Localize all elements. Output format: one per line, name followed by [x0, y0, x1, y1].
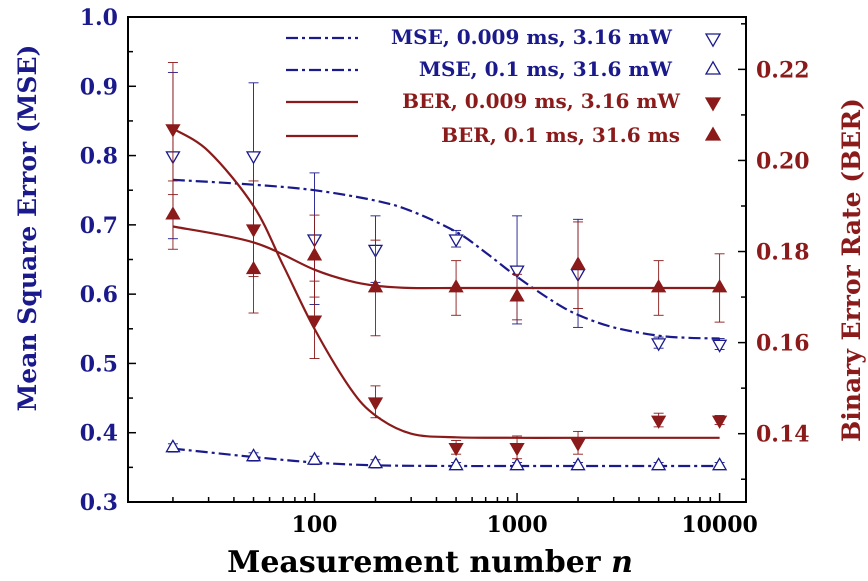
- data-point: [448, 279, 464, 293]
- legend-label: MSE, 0.009 ms, 3.16 mW: [391, 25, 673, 49]
- y-left-tick-label: 0.6: [80, 282, 118, 308]
- data-point: [245, 448, 262, 462]
- data-point: [570, 256, 586, 270]
- data-point: [711, 279, 728, 293]
- series-3: [165, 62, 728, 460]
- legend-marker: [704, 97, 722, 112]
- series-1-fit-line: [172, 178, 720, 340]
- data-point: [651, 338, 667, 352]
- series-1: [165, 71, 728, 353]
- data-point: [165, 124, 181, 138]
- data-point: [165, 206, 181, 220]
- data-point: [570, 457, 586, 471]
- data-point: [165, 439, 181, 453]
- y-left-tick-label: 0.4: [80, 421, 118, 447]
- data-point: [509, 457, 525, 471]
- x-axis-label: Measurement number n: [227, 545, 633, 580]
- data-point: [448, 457, 464, 471]
- y-axis-label-right: Binary Error Rate (BER): [837, 98, 866, 442]
- series-3-fit-line: [172, 127, 720, 439]
- data-point: [711, 339, 728, 353]
- data-point: [570, 438, 586, 452]
- legend-label: BER, 0.1 ms, 31.6 ms: [441, 123, 680, 147]
- legend-marker: [704, 60, 722, 75]
- data-point: [509, 288, 525, 302]
- series-4-fit-line: [172, 225, 720, 290]
- y-left-tick-label: 0.5: [80, 351, 118, 377]
- data-point: [509, 442, 525, 457]
- data-point: [306, 315, 323, 329]
- y-right-tick-label: 0.14: [756, 422, 810, 448]
- y-left-tick-label: 0.9: [80, 74, 118, 100]
- x-tick-label: 1000: [486, 512, 547, 538]
- data-point: [367, 455, 384, 469]
- series-layer: [165, 62, 728, 471]
- data-point: [509, 265, 525, 279]
- data-point: [448, 234, 464, 248]
- y-right-tick-label: 0.20: [756, 148, 810, 174]
- data-point: [367, 279, 384, 293]
- y-right-tick-label: 0.22: [756, 57, 810, 83]
- legend-item-3: BER, 0.009 ms, 3.16 mW: [286, 89, 722, 113]
- data-point: [711, 457, 728, 471]
- data-point: [711, 415, 728, 429]
- data-point: [306, 247, 323, 261]
- y-right-tick-label: 0.18: [756, 240, 810, 266]
- y-left-tick-label: 0.8: [80, 144, 118, 170]
- series-2: [165, 439, 728, 471]
- data-point: [367, 397, 384, 411]
- data-point: [245, 260, 262, 275]
- legend-item-4: BER, 0.1 ms, 31.6 ms: [286, 123, 722, 147]
- legend-marker: [704, 126, 722, 141]
- legend-item-1: MSE, 0.009 ms, 3.16 mW: [286, 25, 722, 49]
- series-4: [165, 180, 728, 337]
- y-left-tick-label: 1.0: [80, 5, 118, 31]
- legend-marker: [704, 33, 722, 48]
- data-point: [448, 442, 464, 457]
- data-point: [651, 457, 667, 471]
- y-axis-label-left: Mean Square Error (MSE): [13, 45, 42, 412]
- legend: MSE, 0.009 ms, 3.16 mW MSE, 0.1 ms, 31.6 …: [286, 25, 722, 147]
- legend-label: MSE, 0.1 ms, 31.6 mW: [419, 57, 673, 81]
- y-left-tick-label: 0.3: [80, 490, 118, 516]
- x-tick-label: 10000: [681, 512, 758, 538]
- data-point: [651, 415, 667, 429]
- legend-item-2: MSE, 0.1 ms, 31.6 mW: [286, 57, 722, 81]
- ticks-layer: 100 1000 10000 0.3 0.4 0.5 0.6 0.7 0.8 0.9 1.0 0.14…: [80, 5, 810, 538]
- x-tick-label: 100: [292, 512, 338, 538]
- y-right-tick-label: 0.16: [756, 331, 810, 357]
- legend-label: BER, 0.009 ms, 3.16 mW: [402, 89, 680, 113]
- data-point: [245, 151, 262, 165]
- data-point: [651, 279, 667, 293]
- data-point: [306, 451, 323, 465]
- y-left-tick-label: 0.7: [80, 213, 118, 239]
